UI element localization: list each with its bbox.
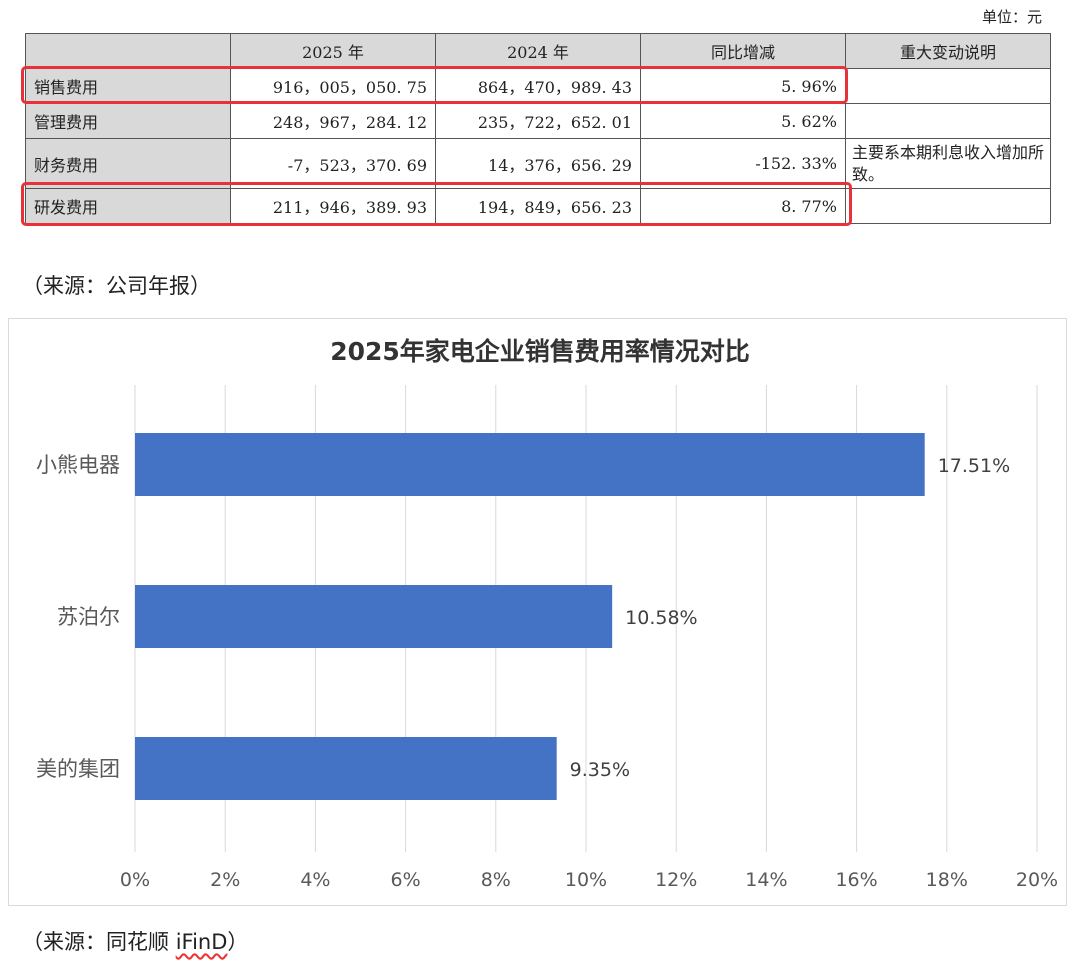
bar (135, 433, 925, 496)
x-tick-label: 4% (300, 869, 330, 891)
table-row: 研发费用 211，946，389. 93 194，849，656. 23 8. 77% (25, 188, 1051, 224)
x-tick-label: 20% (1016, 869, 1058, 891)
highlight-rd-expense (21, 182, 852, 226)
x-tick-label: 0% (120, 869, 150, 891)
unit-label: 单位：元 (981, 8, 1042, 26)
x-tick-label: 14% (745, 869, 787, 891)
source-prefix: （来源：同花顺 (22, 930, 176, 954)
row-label: 研发费用 (25, 188, 231, 224)
source-ifind: （来源：同花顺 iFinD） (22, 926, 248, 956)
value-cell: 5. 96% (640, 68, 846, 104)
row-label: 管理费用 (25, 103, 231, 139)
value-cell: -152. 33% (640, 138, 846, 189)
x-tick-label: 12% (655, 869, 697, 891)
row-label: 财务费用 (25, 138, 231, 189)
row-label: 销售费用 (25, 68, 231, 104)
value-cell: 864，470，989. 43 (435, 68, 641, 104)
chart-title: 2025年家电企业销售费用率情况对比 (330, 337, 750, 366)
value-cell: 8. 77% (640, 188, 846, 224)
x-tick-label: 6% (391, 869, 421, 891)
chart-container (8, 318, 1067, 906)
x-tick-label: 8% (481, 869, 511, 891)
value-cell: -7，523，370. 69 (230, 138, 436, 189)
x-tick-label: 10% (565, 869, 607, 891)
source-word: iFinD (175, 930, 228, 954)
note-cell (845, 188, 1051, 224)
x-tick-label: 18% (926, 869, 968, 891)
note-cell (845, 68, 1051, 104)
value-cell: 916，005，050. 75 (230, 68, 436, 104)
value-cell: 194，849，656. 23 (435, 188, 641, 224)
source-annual-report: （来源：公司年报） (22, 274, 211, 298)
bar (135, 585, 613, 648)
data-label: 10.58% (625, 607, 697, 629)
table-row: 财务费用 -7，523，370. 69 14，376，656. 29 -152. 33… (25, 138, 1051, 189)
x-tick-label: 2% (210, 869, 240, 891)
table-row: 销售费用 916，005，050. 75 864，470，989. 43 5. 96% (25, 68, 1051, 104)
expense-table: 2025 年 2024 年同比增减 重大变动说明 销售费用 916，005，050. … (25, 33, 1051, 224)
table-row: 管理费用 248，967，284. 12 235，722，652. 01 5. 62% (25, 103, 1051, 139)
header-cell: 同比增减 (640, 33, 846, 69)
x-tick-label: 16% (835, 869, 877, 891)
highlight-sales-expense (21, 66, 848, 104)
value-cell: 211，946，389. 93 (230, 188, 436, 224)
data-label: 17.51% (938, 455, 1010, 477)
value-cell: 248，967，284. 12 (230, 103, 436, 139)
category-label: 小熊电器 (36, 453, 120, 477)
category-label: 美的集团 (36, 757, 120, 781)
data-label: 9.35% (570, 759, 630, 781)
category-label: 苏泊尔 (57, 605, 120, 629)
bar (135, 737, 557, 800)
header-cell: 重大变动说明 (845, 33, 1051, 69)
source-suffix: ） (227, 930, 249, 954)
note-cell: 主要系本期利息收入增加所致。 (845, 138, 1051, 189)
